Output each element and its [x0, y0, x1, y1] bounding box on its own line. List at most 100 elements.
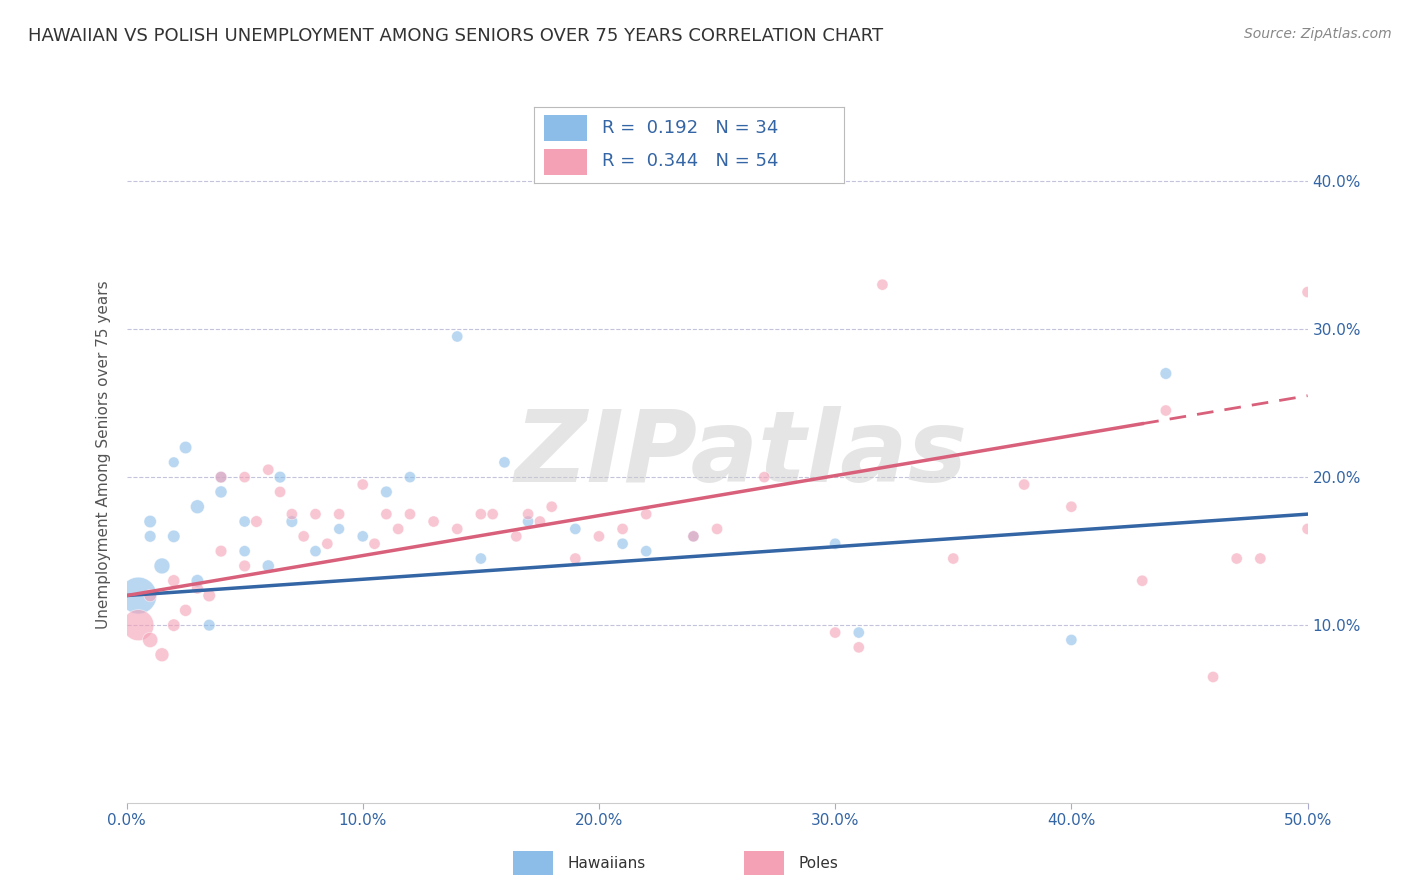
Point [304, 544, 326, 558]
Text: ZIPatlas: ZIPatlas [515, 407, 967, 503]
Point [470, 507, 492, 521]
Point [387, 522, 409, 536]
Point [316, 537, 339, 551]
Point [174, 441, 197, 455]
Point [209, 470, 232, 484]
Point [612, 522, 634, 536]
Point [163, 455, 186, 469]
Text: R =  0.192   N = 34: R = 0.192 N = 34 [602, 119, 779, 136]
Point [209, 544, 232, 558]
Point [682, 529, 704, 543]
Point [588, 529, 610, 543]
Point [1012, 477, 1035, 491]
Point [257, 463, 280, 477]
Point [942, 551, 965, 566]
Point [399, 470, 422, 484]
Point [399, 507, 422, 521]
Point [257, 558, 280, 573]
Point [1130, 574, 1153, 588]
Point [529, 515, 551, 529]
Point [198, 618, 221, 632]
Point [174, 603, 197, 617]
Point [281, 515, 304, 529]
Point [517, 515, 540, 529]
FancyBboxPatch shape [544, 114, 586, 141]
Point [139, 529, 162, 543]
FancyBboxPatch shape [745, 851, 785, 875]
Point [446, 522, 468, 536]
Point [163, 574, 186, 588]
Point [706, 522, 728, 536]
Point [233, 558, 256, 573]
Text: Poles: Poles [799, 855, 838, 871]
Point [245, 515, 267, 529]
Point [352, 477, 374, 491]
Point [564, 522, 586, 536]
Point [636, 507, 658, 521]
Point [470, 551, 492, 566]
Point [163, 529, 186, 543]
Y-axis label: Unemployment Among Seniors over 75 years: Unemployment Among Seniors over 75 years [96, 281, 111, 629]
Point [139, 515, 162, 529]
Point [872, 277, 894, 292]
Point [150, 648, 173, 662]
Point [1202, 670, 1225, 684]
Point [233, 544, 256, 558]
Point [1154, 367, 1177, 381]
Point [233, 470, 256, 484]
Point [150, 558, 173, 573]
Point [304, 507, 326, 521]
Point [352, 529, 374, 543]
Point [328, 522, 350, 536]
Text: HAWAIIAN VS POLISH UNEMPLOYMENT AMONG SENIORS OVER 75 YEARS CORRELATION CHART: HAWAIIAN VS POLISH UNEMPLOYMENT AMONG SE… [28, 27, 883, 45]
Point [186, 500, 208, 514]
Point [1249, 551, 1271, 566]
Point [1154, 403, 1177, 417]
Point [754, 470, 776, 484]
Point [682, 529, 704, 543]
Point [505, 529, 527, 543]
Point [1060, 632, 1083, 647]
Point [517, 507, 540, 521]
FancyBboxPatch shape [513, 851, 553, 875]
Text: Hawaiians: Hawaiians [568, 855, 645, 871]
Point [186, 581, 208, 595]
Point [328, 507, 350, 521]
Point [127, 589, 149, 603]
Point [540, 500, 562, 514]
Point [209, 484, 232, 499]
Text: R =  0.344   N = 54: R = 0.344 N = 54 [602, 153, 779, 170]
Point [824, 625, 846, 640]
Point [1296, 522, 1319, 536]
Point [1296, 285, 1319, 299]
Point [564, 551, 586, 566]
Point [612, 537, 634, 551]
FancyBboxPatch shape [544, 149, 586, 175]
Point [375, 507, 398, 521]
Point [281, 507, 304, 521]
Point [848, 625, 870, 640]
Point [1060, 500, 1083, 514]
Point [636, 544, 658, 558]
Point [127, 618, 149, 632]
Point [209, 470, 232, 484]
Point [269, 470, 291, 484]
Point [292, 529, 315, 543]
Point [139, 632, 162, 647]
Point [363, 537, 385, 551]
Point [481, 507, 503, 521]
Point [198, 589, 221, 603]
Point [446, 329, 468, 343]
Point [824, 537, 846, 551]
Point [163, 618, 186, 632]
Point [494, 455, 516, 469]
Point [1226, 551, 1249, 566]
Text: Source: ZipAtlas.com: Source: ZipAtlas.com [1244, 27, 1392, 41]
Point [269, 484, 291, 499]
Point [848, 640, 870, 655]
Point [233, 515, 256, 529]
Point [186, 574, 208, 588]
Point [375, 484, 398, 499]
Point [139, 589, 162, 603]
Point [422, 515, 444, 529]
